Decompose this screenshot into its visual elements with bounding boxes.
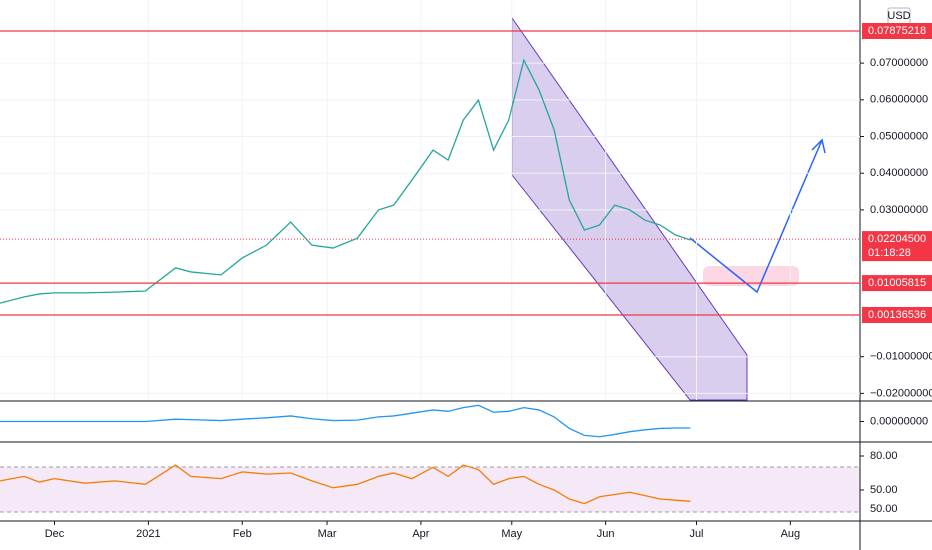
level-label: 0.07875218 [868,25,926,37]
annotation: 50.00 [870,503,898,515]
x-tick-label: Feb [233,528,252,540]
y-tick-label: 50.00 [870,484,898,496]
countdown: 01:18:28 [868,247,911,259]
last-price-box [862,231,932,262]
currency: USD [887,10,910,22]
level-label-box [862,23,932,40]
y-tick-label: 0.05000000 [870,130,928,142]
series-line [0,404,691,438]
x-tick-label: 2021 [136,528,160,540]
x-tick-label: Mar [318,528,337,540]
y-tick-label: 0.04000000 [870,167,928,179]
y-tick-label: 0.03000000 [870,204,928,216]
level-label-box [862,275,932,292]
level-label-box [862,306,932,323]
y-tick-label: 0.07000000 [870,57,928,69]
y-tick-label: −0.02000000 [870,387,932,399]
x-tick-label: May [501,528,522,540]
x-tick-label: Jul [689,528,703,540]
level-label: 0.00136536 [868,309,926,321]
x-tick-label: Jun [597,528,615,540]
y-tick-label: −0.01000000 [870,351,932,363]
annotation-box [862,501,902,517]
series-line [0,58,691,304]
y-tick-label: 0.06000000 [870,94,928,106]
x-tick-label: Apr [412,528,429,540]
last-price-label: 0.02204500 [868,233,926,245]
y-tick-label: 80.00 [870,450,898,462]
target-zone [703,266,799,286]
series-line [0,464,691,505]
x-tick-label: Dec [45,528,65,540]
x-tick-label: Aug [781,528,801,540]
level-label: 0.01005815 [868,277,926,289]
rsi-band [0,467,860,512]
arrow-head [811,138,826,154]
y-tick-label: 0.00000000 [870,415,928,427]
forecast-arrow [689,139,823,294]
